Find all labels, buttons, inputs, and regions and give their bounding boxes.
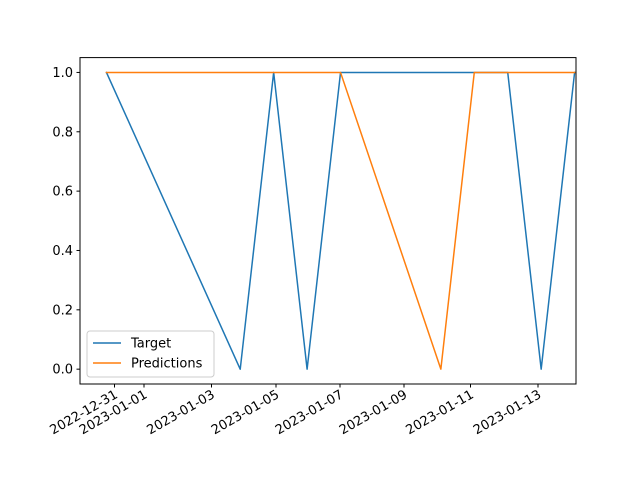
y-tick-label: 0.8 bbox=[52, 125, 73, 140]
legend: Target Predictions bbox=[86, 330, 215, 378]
y-tick-label: 0.6 bbox=[52, 185, 73, 200]
y-tick-label: 0.2 bbox=[52, 303, 73, 318]
legend-label: Predictions bbox=[131, 357, 203, 372]
legend-label: Target bbox=[130, 337, 171, 352]
y-axis: 0.0 0.2 0.4 0.6 0.8 1.0 bbox=[52, 66, 80, 378]
y-tick-label: 0.4 bbox=[52, 244, 73, 259]
axes-frame bbox=[79, 57, 577, 385]
y-tick-label: 1.0 bbox=[52, 66, 73, 81]
series-line-predictions bbox=[105, 71, 576, 370]
y-tick-label: 0.0 bbox=[52, 363, 73, 378]
series-layer bbox=[105, 71, 576, 370]
